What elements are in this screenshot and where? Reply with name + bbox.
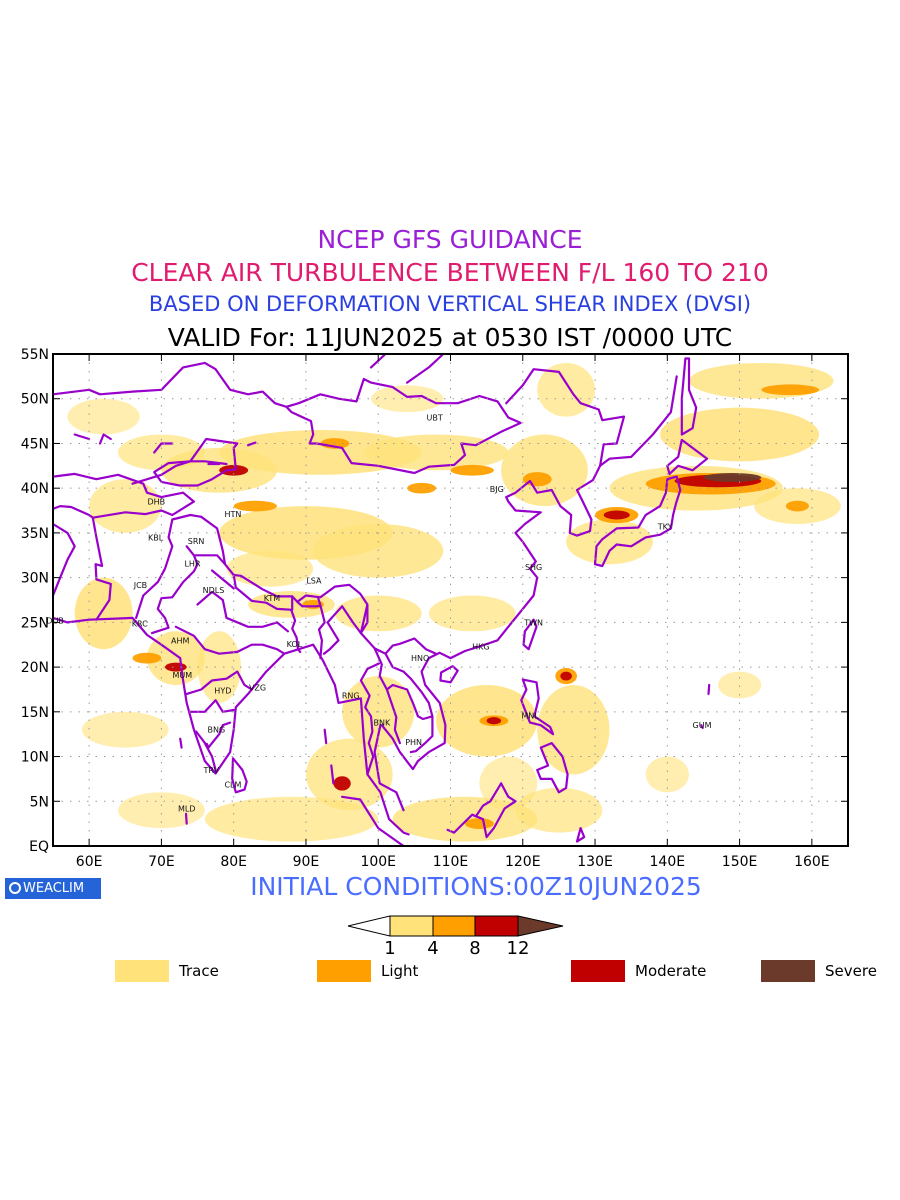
legend-swatch-severe <box>761 960 815 982</box>
station-clm: CLM <box>224 780 241 789</box>
station-kbl: KBL <box>148 533 164 542</box>
station-bjg: BJG <box>490 485 504 494</box>
station-gum: GUM <box>693 721 712 730</box>
legend-swatch-light <box>317 960 371 982</box>
station-krc: KRC <box>132 619 148 628</box>
station-phn: PHN <box>405 738 422 747</box>
lon-tick-label: 120E <box>505 854 541 870</box>
lat-tick-label: 5N <box>30 794 49 810</box>
method-subtitle: BASED ON DEFORMATION VERTICAL SHEAR INDE… <box>148 292 752 316</box>
lon-tick-label: 110E <box>433 854 469 870</box>
lat-tick-label: 20N <box>21 660 49 676</box>
station-hkg: HKG <box>472 643 489 652</box>
station-lhr: LHR <box>184 559 200 568</box>
station-mld: MLD <box>178 804 196 813</box>
lon-tick-label: 70E <box>148 854 175 870</box>
station-kol: KOL <box>287 640 303 649</box>
lon-tick-label: 60E <box>76 854 103 870</box>
station-mum: MUM <box>173 671 193 680</box>
colorbar-segment <box>432 915 476 937</box>
colorbar-segment <box>474 915 519 937</box>
station-trv: TRV <box>203 766 220 775</box>
lon-tick-label: 100E <box>360 854 396 870</box>
lat-tick-label: 45N <box>21 436 49 452</box>
station-dhb: DHB <box>148 498 166 507</box>
lon-tick-label: 140E <box>650 854 686 870</box>
lat-tick-label: 15N <box>21 705 49 721</box>
lat-tick-label: 35N <box>21 526 49 542</box>
station-htn: HTN <box>225 510 242 519</box>
lon-tick-label: 90E <box>293 854 320 870</box>
station-hno: HNO <box>411 654 429 663</box>
legend-label-light: Light <box>381 962 419 980</box>
station-twn: TWN <box>523 618 543 627</box>
map-subtitle: CLEAR AIR TURBULENCE BETWEEN F/L 160 TO … <box>131 258 769 287</box>
station-lsa: LSA <box>306 576 322 585</box>
colorbar-tick-label: 1 <box>384 938 395 959</box>
station-ndls: NDLS <box>203 586 225 595</box>
colorbar-under-triangle <box>347 915 391 937</box>
lon-tick-label: 150E <box>722 854 758 870</box>
station-srn: SRN <box>188 537 205 546</box>
station-ktm: KTM <box>264 594 281 603</box>
valid-time: VALID For: 11JUN2025 at 0530 IST /0000 U… <box>167 323 733 352</box>
lat-tick-label: EQ <box>29 839 49 855</box>
legend-swatch-moderate <box>571 960 625 982</box>
lon-tick-label: 80E <box>220 854 247 870</box>
station-shg: SHG <box>525 563 542 572</box>
colorbar-tick-label: 4 <box>427 938 438 959</box>
legend-label-severe: Severe <box>825 962 877 980</box>
station-ubt: UBT <box>426 414 442 423</box>
lat-tick-label: 30N <box>21 571 49 587</box>
station-ahm: AHM <box>171 636 189 645</box>
legend-label-trace: Trace <box>179 962 219 980</box>
map-title: NCEP GFS GUIDANCE <box>317 225 583 254</box>
colorbar: 1 4 8 12 <box>347 915 564 959</box>
lon-tick-label: 130E <box>577 854 613 870</box>
station-bnk: BNK <box>373 719 390 728</box>
lat-tick-label: 50N <box>21 392 49 408</box>
station-rng: RNG <box>342 692 360 701</box>
lat-tick-label: 25N <box>21 615 49 631</box>
station-tky: TKY <box>657 523 673 532</box>
station-hyd: HYD <box>214 686 231 695</box>
colorbar-tick-label: 8 <box>469 938 480 959</box>
legend-label-moderate: Moderate <box>635 962 707 980</box>
station-mnl: MNL <box>521 711 539 720</box>
colorbar-segment <box>389 915 434 937</box>
legend-swatch-trace <box>115 960 169 982</box>
colorbar-tick-label: 12 <box>507 938 530 959</box>
lat-tick-label: 55N <box>21 347 49 363</box>
initial-conditions: INITIAL CONDITIONS:00Z10JUN2025 <box>250 872 702 901</box>
logo-circle-icon <box>9 882 21 894</box>
lat-tick-label: 10N <box>21 750 49 766</box>
station-bng: BNG <box>208 726 226 735</box>
station-vzg: VZG <box>249 684 266 693</box>
lon-tick-label: 160E <box>794 854 830 870</box>
station-dub: DUB <box>46 617 64 626</box>
logo-text: WEACLIM <box>23 881 85 896</box>
station-jcb: JCB <box>133 581 147 590</box>
colorbar-over-triangle <box>517 915 564 937</box>
weaclim-logo: WEACLIM <box>5 878 101 899</box>
lat-tick-label: 40N <box>21 481 49 497</box>
